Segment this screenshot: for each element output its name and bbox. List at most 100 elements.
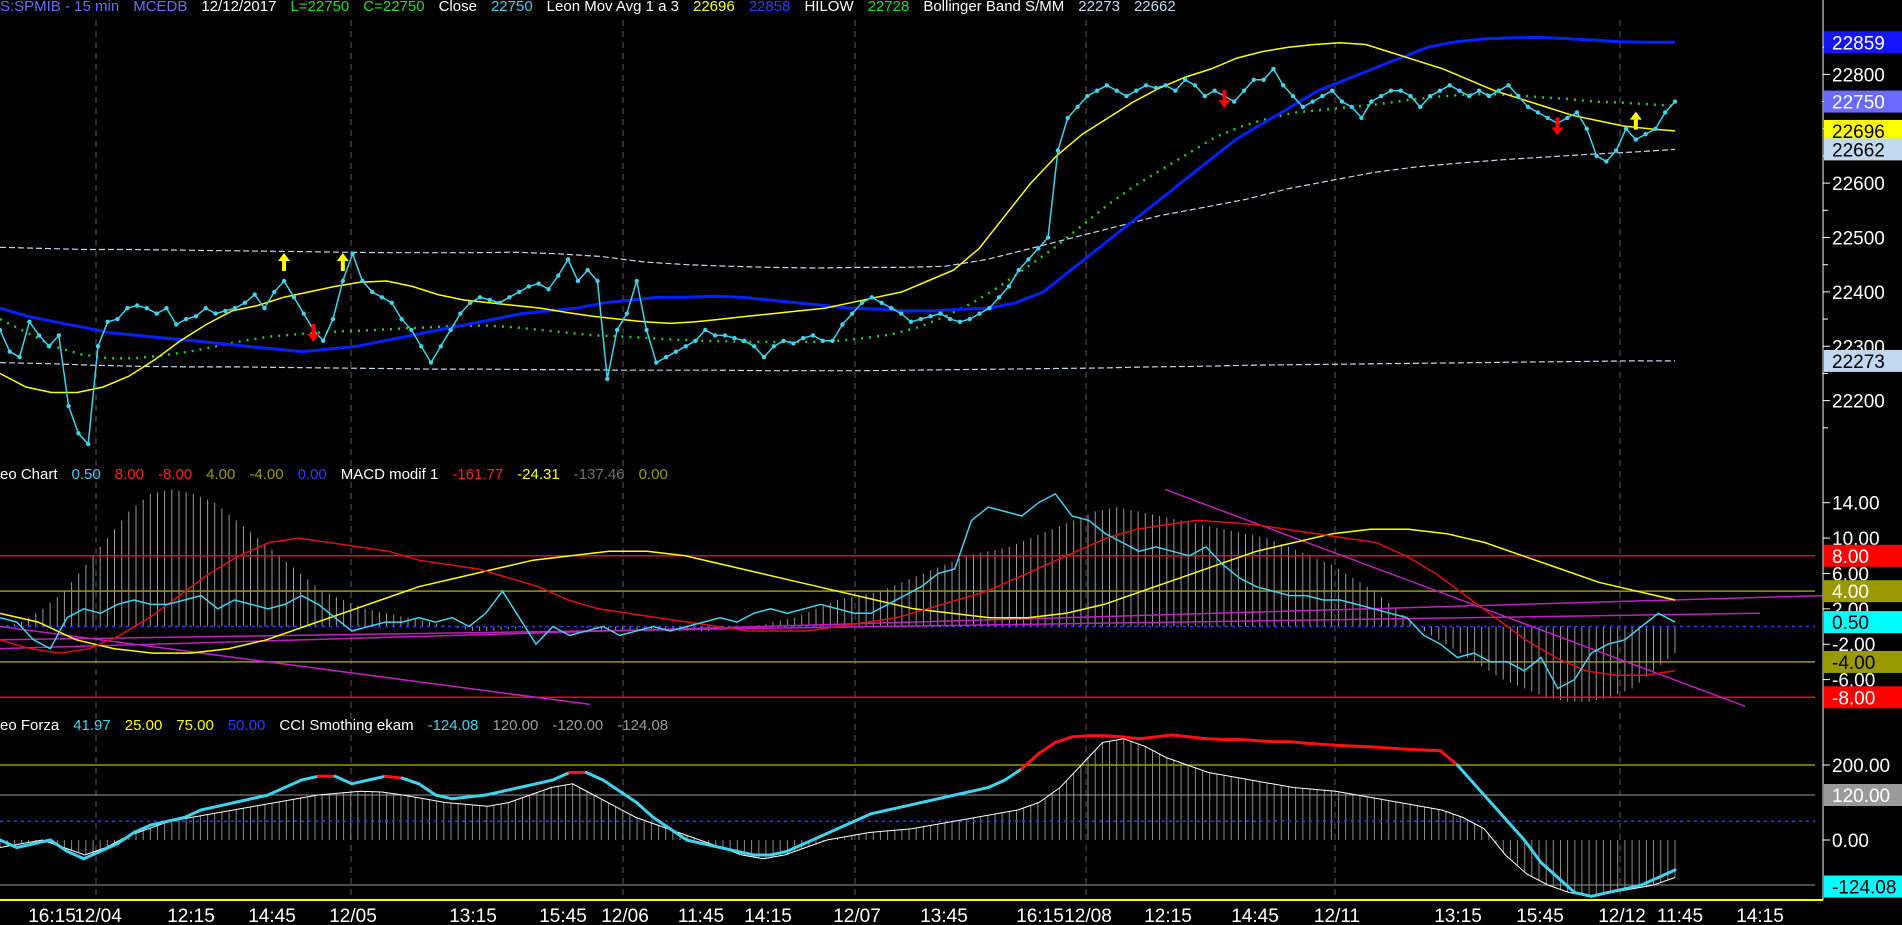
forza-line-segment — [1154, 733, 1174, 739]
close-price-point — [76, 431, 81, 436]
forza-line-segment — [149, 819, 169, 827]
close-price-point — [7, 349, 12, 354]
last-value-box — [1824, 784, 1902, 806]
close-price-point — [1584, 126, 1590, 131]
close-price-point — [1476, 88, 1482, 93]
close-price-point — [37, 333, 42, 338]
close-price-point — [1153, 85, 1159, 91]
time-tick-label: 13:45 — [920, 906, 968, 925]
forza-line-segment — [1656, 868, 1677, 879]
close-price-point — [458, 311, 463, 316]
close-price-point — [1212, 88, 1217, 93]
close-price-point — [17, 354, 22, 360]
close-price-point — [1290, 93, 1296, 99]
signal-arrows — [278, 90, 1642, 342]
time-tick-label: 14:45 — [248, 906, 296, 925]
close-price-point — [1633, 137, 1639, 142]
forza-line-segment — [1405, 747, 1426, 752]
close-price-point — [761, 354, 767, 360]
forza-line-segment — [668, 827, 689, 842]
close-price-point — [86, 441, 91, 447]
close-price-point — [213, 311, 218, 316]
forza-line-segment — [903, 801, 923, 808]
close-price-point — [497, 300, 502, 305]
forza-line-segment — [1037, 741, 1057, 756]
close-price-point — [340, 278, 345, 284]
close-price-point — [1535, 110, 1541, 115]
macd-header-item-3: -8.00 — [158, 466, 192, 483]
macd-header: eo Chart 0.50 8.00 -8.00 4.00 -4.00 0.00 MACD m… — [0, 466, 668, 483]
forza-line-segment — [1305, 741, 1325, 746]
close-price-point — [889, 306, 894, 311]
close-price-point — [428, 360, 434, 365]
hilow-dotted-line — [0, 92, 1676, 360]
price-header-item-8: 22696 — [693, 0, 735, 15]
close-price-point — [801, 335, 806, 341]
close-price-point — [1036, 246, 1041, 251]
scale-tick-label: 14.00 — [1832, 494, 1880, 515]
close-price-point — [291, 295, 297, 300]
close-price-point — [183, 316, 189, 322]
forza-line-segment — [82, 849, 102, 861]
forza-line-segment — [1606, 887, 1627, 894]
close-price-point — [908, 319, 914, 324]
forza-line-segment — [1539, 861, 1560, 879]
close-price-point — [350, 251, 355, 256]
close-price-point — [1192, 83, 1198, 88]
last-value-box — [1824, 138, 1902, 161]
cci-header-item-5: CCI Smothing ekam — [279, 717, 413, 734]
forza-line-segment — [986, 778, 1007, 789]
close-price-point — [448, 327, 453, 333]
forza-line-segment — [1104, 734, 1124, 739]
last-value-label: 22750 — [1832, 93, 1885, 114]
price-header-item-3: L=22750 — [290, 0, 349, 15]
forza-line-segment — [735, 849, 756, 857]
close-price-point — [565, 257, 571, 262]
forza-line-segment — [601, 778, 622, 793]
close-price-point — [771, 344, 776, 349]
close-price-point — [1045, 235, 1051, 240]
last-value-label: 22859 — [1832, 33, 1885, 54]
cci-header-item-0: eo Forza — [0, 717, 60, 734]
close-price-point — [115, 316, 120, 322]
close-price-point — [1300, 104, 1306, 110]
macd-header-item-11: 0.00 — [639, 466, 668, 483]
scale-tick-label: 0.00 — [1832, 831, 1869, 852]
forza-line-segment — [283, 778, 303, 789]
close-price-point — [585, 267, 590, 273]
close-price-point — [330, 316, 336, 322]
time-tick-label: 12/11 — [1314, 906, 1360, 925]
forza-line-segment — [534, 778, 555, 786]
close-price-point — [1124, 93, 1129, 99]
close-price-point — [301, 311, 306, 316]
forza-line-segment — [182, 808, 203, 819]
close-price-point — [272, 289, 277, 295]
time-tick-label: 12/05 — [329, 906, 377, 925]
forza-line-segment — [1573, 891, 1593, 898]
scale-tick-label: 22400 — [1832, 283, 1885, 304]
bollinger-lower-line — [0, 360, 1675, 372]
time-grid — [95, 20, 1621, 900]
forza-line-segment — [1003, 767, 1024, 782]
close-price-point — [1143, 83, 1149, 88]
last-value-label: 22662 — [1832, 140, 1885, 161]
cci-header-item-2: 25.00 — [125, 717, 163, 734]
close-price-point — [820, 338, 825, 343]
forza-line-segment — [1338, 744, 1359, 748]
close-price-point — [281, 278, 287, 284]
macd-header-item-10: -137.46 — [574, 466, 625, 483]
close-price-point — [144, 306, 150, 311]
close-price-point — [1672, 99, 1678, 104]
close-price-point — [947, 316, 953, 322]
close-price-point — [830, 338, 835, 343]
close-price-point — [1398, 88, 1403, 93]
close-price-point — [869, 295, 874, 300]
close-price-point — [957, 319, 963, 324]
close-price-point — [1457, 88, 1462, 93]
sell-arrow-icon — [1218, 90, 1231, 109]
close-price-point — [252, 292, 257, 297]
close-price-point — [654, 360, 659, 365]
forza-line-segment — [400, 776, 421, 786]
forza-line-segment — [785, 842, 806, 853]
